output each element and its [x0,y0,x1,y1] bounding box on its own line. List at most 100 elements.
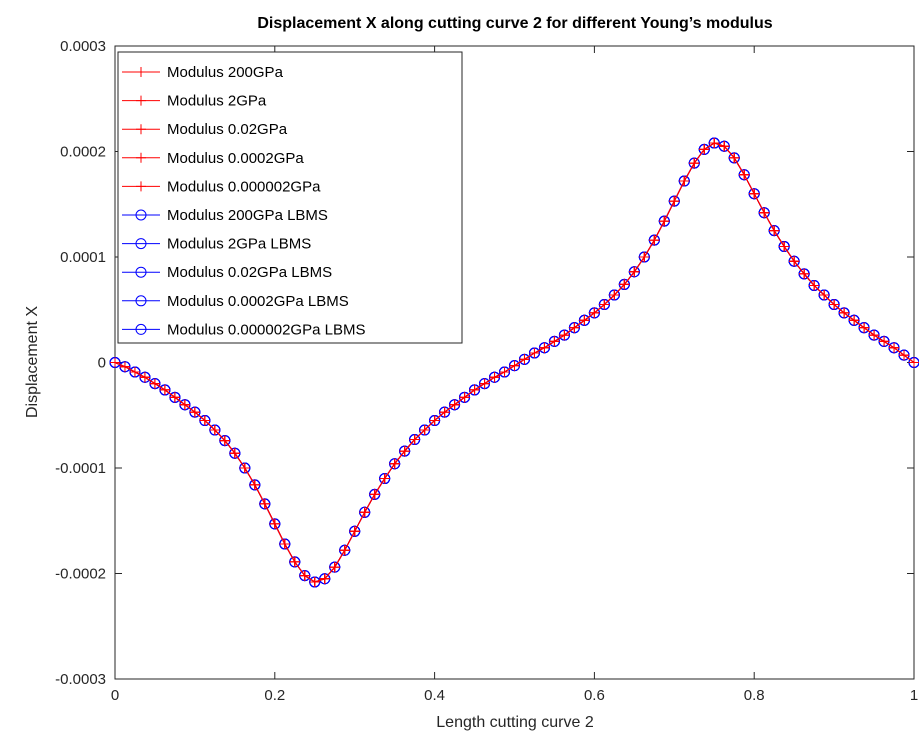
y-tick-label: 0.0003 [60,38,106,55]
data-point [149,378,160,389]
legend: Modulus 200GPa Modulus 2GPa Modulus 0.02GP… [117,51,463,344]
data-point [339,545,350,556]
data-point [839,307,850,318]
data-point [209,425,220,436]
legend-marker [136,67,146,77]
legend-label: Modulus 0.02GPa [167,121,288,138]
legend-label: Modulus 200GPa LBMS [167,207,328,224]
data-point [509,360,520,371]
data-point [279,538,290,549]
data-point [159,384,170,395]
legend-marker [135,266,147,278]
data-point [639,252,650,262]
legend-item: Modulus 2GPa LBMS [122,236,311,253]
data-point [129,366,140,377]
data-point [679,176,690,187]
data-point [419,425,430,436]
data-point [249,479,260,490]
data-point [769,225,780,236]
series-4 [110,138,919,587]
data-point [289,556,300,567]
y-axis-title: Displacement X [24,306,41,418]
data-point [189,407,200,418]
chart-title: Displacement X along cutting curve 2 for… [257,15,772,32]
data-point [219,435,230,446]
data-point [819,289,830,300]
data-point [389,458,400,469]
data-point [609,289,620,300]
data-point [529,348,540,359]
data-point [779,241,790,252]
data-point [449,399,460,410]
legend-item: Modulus 200GPa [122,64,284,81]
data-point [499,366,510,377]
data-point [239,463,250,473]
data-point [169,392,180,403]
legend-label: Modulus 0.0002GPa [167,150,304,167]
data-point [469,384,480,395]
data-point [849,315,860,326]
x-axis: 0 0.2 0.4 0.6 0.8 1 [111,46,918,704]
data-point [869,330,880,341]
legend-marker [135,323,147,335]
x-tick-label: 0.4 [424,687,445,704]
data-point [809,280,820,291]
series-layer [109,137,919,588]
data-point [549,336,560,347]
data-point [489,372,500,383]
data-point [789,256,800,267]
legend-marker [135,238,147,250]
legend-marker [136,95,146,106]
data-point [719,141,730,152]
data-point [619,279,630,290]
data-point [709,138,720,149]
data-point [729,152,740,163]
legend-label: Modulus 2GPa [167,93,267,110]
data-point [369,489,380,500]
data-point [379,473,390,484]
data-point [699,144,710,155]
x-tick-label: 0.2 [264,687,285,704]
data-point [829,299,840,310]
legend-item: Modulus 0.000002GPa LBMS [122,321,365,338]
y-tick-label: -0.0002 [55,566,106,583]
legend-label: Modulus 0.000002GPa [167,178,321,195]
data-point [259,498,270,509]
legend-item: Modulus 0.02GPa LBMS [122,264,332,281]
legend-box [117,51,463,344]
x-tick-label: 0.6 [584,687,605,704]
data-point [909,357,919,368]
y-tick-label: 0 [98,355,106,372]
data-point [269,518,280,529]
legend-item: Modulus 0.000002GPa [122,178,321,195]
legend-marker [135,209,147,221]
data-point [199,415,210,426]
legend-marker [136,181,146,192]
data-point [569,322,580,333]
legend-item: Modulus 200GPa LBMS [122,207,328,224]
data-point [299,570,310,581]
data-point [139,372,150,383]
y-axis: -0.0003 -0.0002 -0.0001 0 0.0001 0.0002 0.0003 [55,38,914,688]
data-point [599,299,610,310]
data-point [429,415,440,426]
data-point [659,216,670,227]
data-point [689,158,700,169]
data-point [319,573,330,584]
y-tick-label: 0.0001 [60,249,106,266]
data-point [669,196,680,207]
data-point [859,322,870,333]
data-point [459,392,470,403]
data-point [399,446,410,457]
legend-item: Modulus 2GPa [122,93,267,110]
data-point [329,562,340,573]
y-tick-label: -0.0003 [55,671,106,688]
data-point [309,576,320,587]
legend-item: Modulus 0.0002GPa [122,150,304,167]
data-point [110,357,120,368]
data-point [589,307,600,318]
data-point [409,434,420,445]
y-tick-label: 0.0002 [60,144,106,161]
